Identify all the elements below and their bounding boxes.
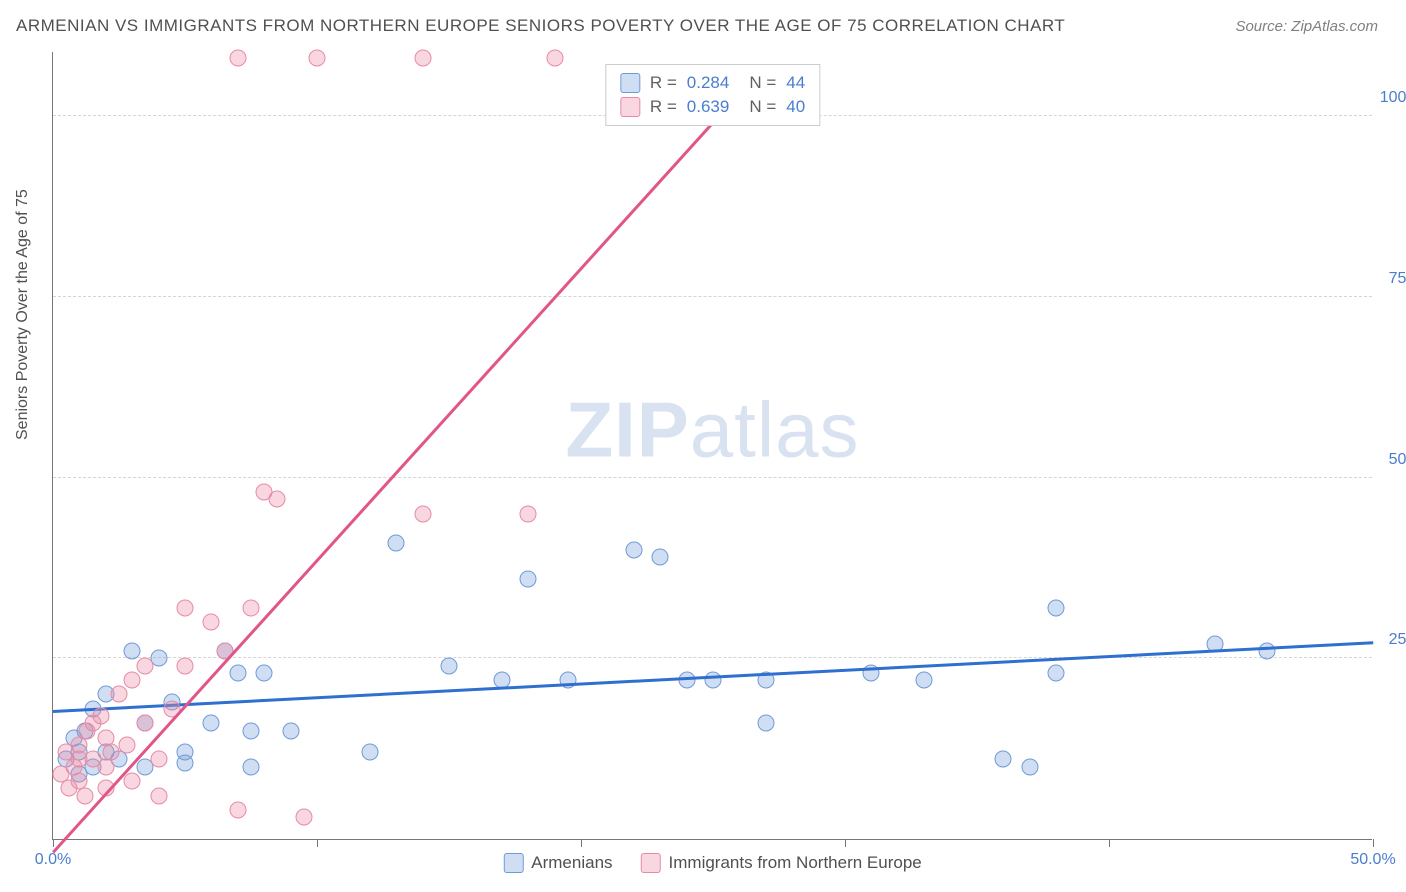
x-tick-label: 50.0% bbox=[1350, 851, 1395, 869]
legend-r-value: 0.284 bbox=[687, 73, 730, 93]
scatter-point bbox=[1048, 664, 1065, 681]
scatter-point bbox=[76, 787, 93, 804]
source-attribution: Source: ZipAtlas.com bbox=[1235, 18, 1378, 35]
legend-swatch bbox=[641, 853, 661, 873]
legend-r-label: R = bbox=[650, 97, 677, 117]
scatter-point bbox=[203, 614, 220, 631]
x-tick bbox=[1109, 839, 1110, 847]
x-tick-label: 0.0% bbox=[35, 851, 71, 869]
scatter-point bbox=[414, 505, 431, 522]
scatter-point bbox=[625, 541, 642, 558]
scatter-point bbox=[229, 50, 246, 67]
scatter-point bbox=[177, 657, 194, 674]
scatter-point bbox=[229, 802, 246, 819]
scatter-point bbox=[995, 751, 1012, 768]
chart-title: ARMENIAN VS IMMIGRANTS FROM NORTHERN EUR… bbox=[16, 16, 1065, 36]
legend-swatch bbox=[620, 97, 640, 117]
scatter-point bbox=[916, 671, 933, 688]
scatter-point bbox=[111, 686, 128, 703]
scatter-point bbox=[256, 664, 273, 681]
scatter-point bbox=[243, 599, 260, 616]
scatter-point bbox=[229, 664, 246, 681]
scatter-point bbox=[1048, 599, 1065, 616]
scatter-point bbox=[282, 722, 299, 739]
correlation-legend: R = 0.284 N = 44 R = 0.639 N = 40 bbox=[605, 64, 820, 126]
scatter-point bbox=[177, 755, 194, 772]
legend-swatch bbox=[503, 853, 523, 873]
trend-line bbox=[52, 92, 740, 853]
scatter-point bbox=[103, 744, 120, 761]
scatter-chart: ZIPatlas R = 0.284N = 44R = 0.639N = 40 … bbox=[52, 52, 1372, 840]
legend-n-value: 40 bbox=[786, 97, 805, 117]
legend-row: R = 0.284 N = 44 bbox=[620, 71, 805, 95]
scatter-point bbox=[137, 715, 154, 732]
legend-row: R = 0.639 N = 40 bbox=[620, 95, 805, 119]
scatter-point bbox=[414, 50, 431, 67]
legend-label: Armenians bbox=[531, 853, 612, 873]
scatter-point bbox=[361, 744, 378, 761]
scatter-point bbox=[203, 715, 220, 732]
scatter-point bbox=[678, 671, 695, 688]
legend-n-label: N = bbox=[749, 97, 776, 117]
scatter-point bbox=[757, 715, 774, 732]
scatter-point bbox=[124, 773, 141, 790]
legend-label: Immigrants from Northern Europe bbox=[669, 853, 922, 873]
legend-item: Immigrants from Northern Europe bbox=[641, 853, 922, 873]
watermark: ZIPatlas bbox=[565, 384, 859, 475]
scatter-point bbox=[92, 708, 109, 725]
trend-line bbox=[53, 641, 1373, 712]
x-tick bbox=[53, 839, 54, 847]
scatter-point bbox=[520, 570, 537, 587]
y-tick-label: 50.0% bbox=[1389, 451, 1406, 469]
scatter-point bbox=[309, 50, 326, 67]
scatter-point bbox=[1259, 643, 1276, 660]
x-tick bbox=[317, 839, 318, 847]
scatter-point bbox=[243, 722, 260, 739]
y-axis-label: Seniors Poverty Over the Age of 75 bbox=[14, 189, 32, 440]
scatter-point bbox=[137, 657, 154, 674]
scatter-point bbox=[705, 671, 722, 688]
scatter-point bbox=[269, 491, 286, 508]
y-tick-label: 75.0% bbox=[1389, 270, 1406, 288]
scatter-point bbox=[520, 505, 537, 522]
scatter-point bbox=[177, 599, 194, 616]
scatter-point bbox=[124, 643, 141, 660]
legend-n-label: N = bbox=[749, 73, 776, 93]
scatter-point bbox=[243, 758, 260, 775]
gridline bbox=[53, 296, 1372, 297]
scatter-point bbox=[124, 671, 141, 688]
scatter-point bbox=[295, 809, 312, 826]
scatter-point bbox=[652, 549, 669, 566]
x-tick bbox=[581, 839, 582, 847]
gridline bbox=[53, 477, 1372, 478]
scatter-point bbox=[546, 50, 563, 67]
scatter-point bbox=[150, 751, 167, 768]
y-tick-label: 100.0% bbox=[1380, 89, 1406, 107]
x-tick bbox=[1373, 839, 1374, 847]
legend-item: Armenians bbox=[503, 853, 612, 873]
legend-swatch bbox=[620, 73, 640, 93]
legend-r-value: 0.639 bbox=[687, 97, 730, 117]
scatter-point bbox=[1021, 758, 1038, 775]
y-tick-label: 25.0% bbox=[1389, 631, 1406, 649]
scatter-point bbox=[97, 758, 114, 775]
x-tick bbox=[845, 839, 846, 847]
scatter-point bbox=[118, 737, 135, 754]
gridline bbox=[53, 657, 1372, 658]
scatter-point bbox=[150, 787, 167, 804]
scatter-point bbox=[441, 657, 458, 674]
legend-n-value: 44 bbox=[786, 73, 805, 93]
series-legend: Armenians Immigrants from Northern Europe bbox=[503, 853, 921, 873]
scatter-point bbox=[388, 534, 405, 551]
legend-r-label: R = bbox=[650, 73, 677, 93]
